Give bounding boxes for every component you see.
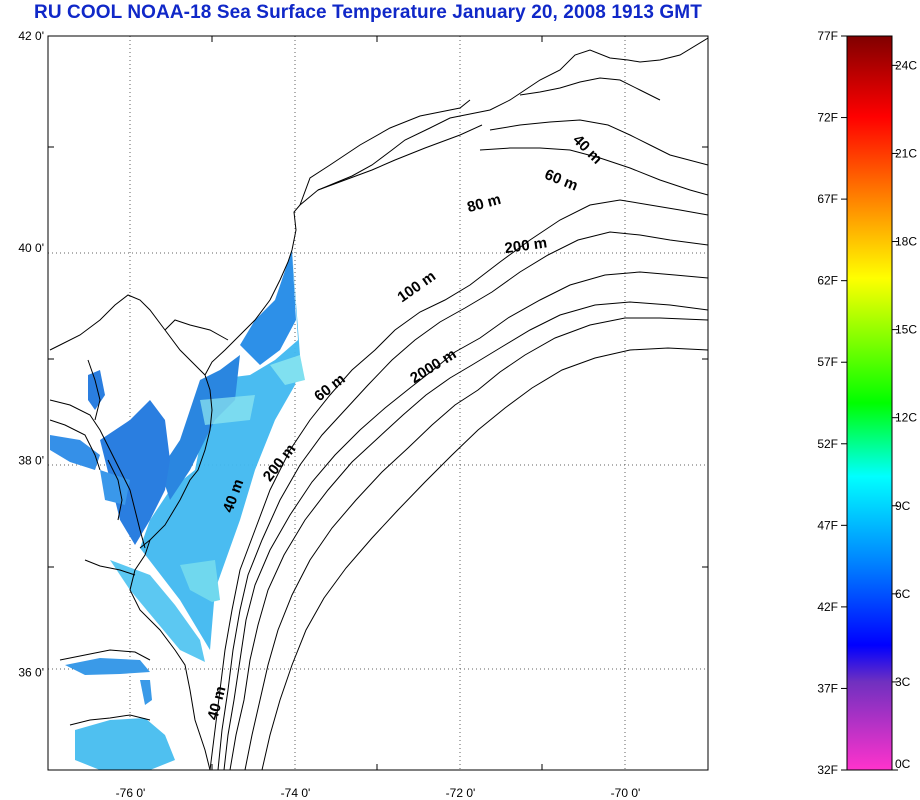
colorbar-f-label: 47F [817,518,838,532]
latitude-labels: 42 0' 40 0' 38 0' 36 0' [18,29,44,679]
colorbar-fahrenheit-labels: 77F 72F 67F 62F 57F 52F 47F 42F 37F 32F [817,29,847,777]
depth-contour-label: 2000 m [407,346,459,387]
colorbar-c-label: 21C [895,146,917,160]
colorbar-c-label: 12C [895,411,917,425]
colorbar-c-label: 9C [895,499,911,513]
depth-contour-label: 40 m [569,131,605,167]
colorbar-gradient [846,35,893,771]
lon-label: -70 0' [611,786,641,800]
colorbar-f-label: 72F [817,111,838,125]
depth-contour-label: 80 m [465,191,502,216]
colorbar-f-label: 67F [817,192,838,206]
frame-ticks [48,36,708,770]
colorbar-f-label: 42F [817,600,838,614]
colorbar-c-label: 6C [895,587,911,601]
colorbar-c-label: 3C [895,675,911,689]
colorbar-f-label: 77F [817,29,838,43]
depth-contour-label: 60 m [311,371,348,405]
depth-contour-label: 200 m [260,441,300,485]
colorbar-f-label: 37F [817,681,838,695]
lon-label: -76 0' [116,786,146,800]
colorbar-c-label: 15C [895,323,917,337]
lat-label: 36 0' [18,665,44,679]
depth-contour-label: 60 m [542,166,580,195]
map-frame [47,35,709,771]
depth-contour-label: 200 m [504,234,548,257]
sst-data-swath [50,250,305,770]
colorbar-c-label: 18C [895,235,917,249]
longitude-labels: -76 0' -74 0' -72 0' -70 0' [116,786,641,800]
lat-label: 42 0' [18,29,44,43]
coastline [49,37,708,770]
map-title: RU COOL NOAA-18 Sea Surface Temperature … [34,2,702,23]
lat-label: 40 0' [18,241,44,255]
isobaths [209,77,708,770]
colorbar-celsius-labels: 24C 21C 18C 15C 12C 9C 6C 3C 0C [892,58,917,771]
colorbar-f-label: 62F [817,274,838,288]
depth-contour-label: 100 m [394,268,439,306]
lon-label: -72 0' [446,786,476,800]
colorbar-f-label: 32F [817,763,838,777]
lon-label: -74 0' [281,786,311,800]
colorbar-c-label: 0C [895,757,911,771]
colorbar: 77F 72F 67F 62F 57F 52F 47F 42F 37F 32F 24C 21C 18C… [817,29,917,777]
colorbar-f-label: 52F [817,437,838,451]
colorbar-c-label: 24C [895,58,917,72]
colorbar-f-label: 57F [817,355,838,369]
lat-label: 38 0' [18,453,44,467]
